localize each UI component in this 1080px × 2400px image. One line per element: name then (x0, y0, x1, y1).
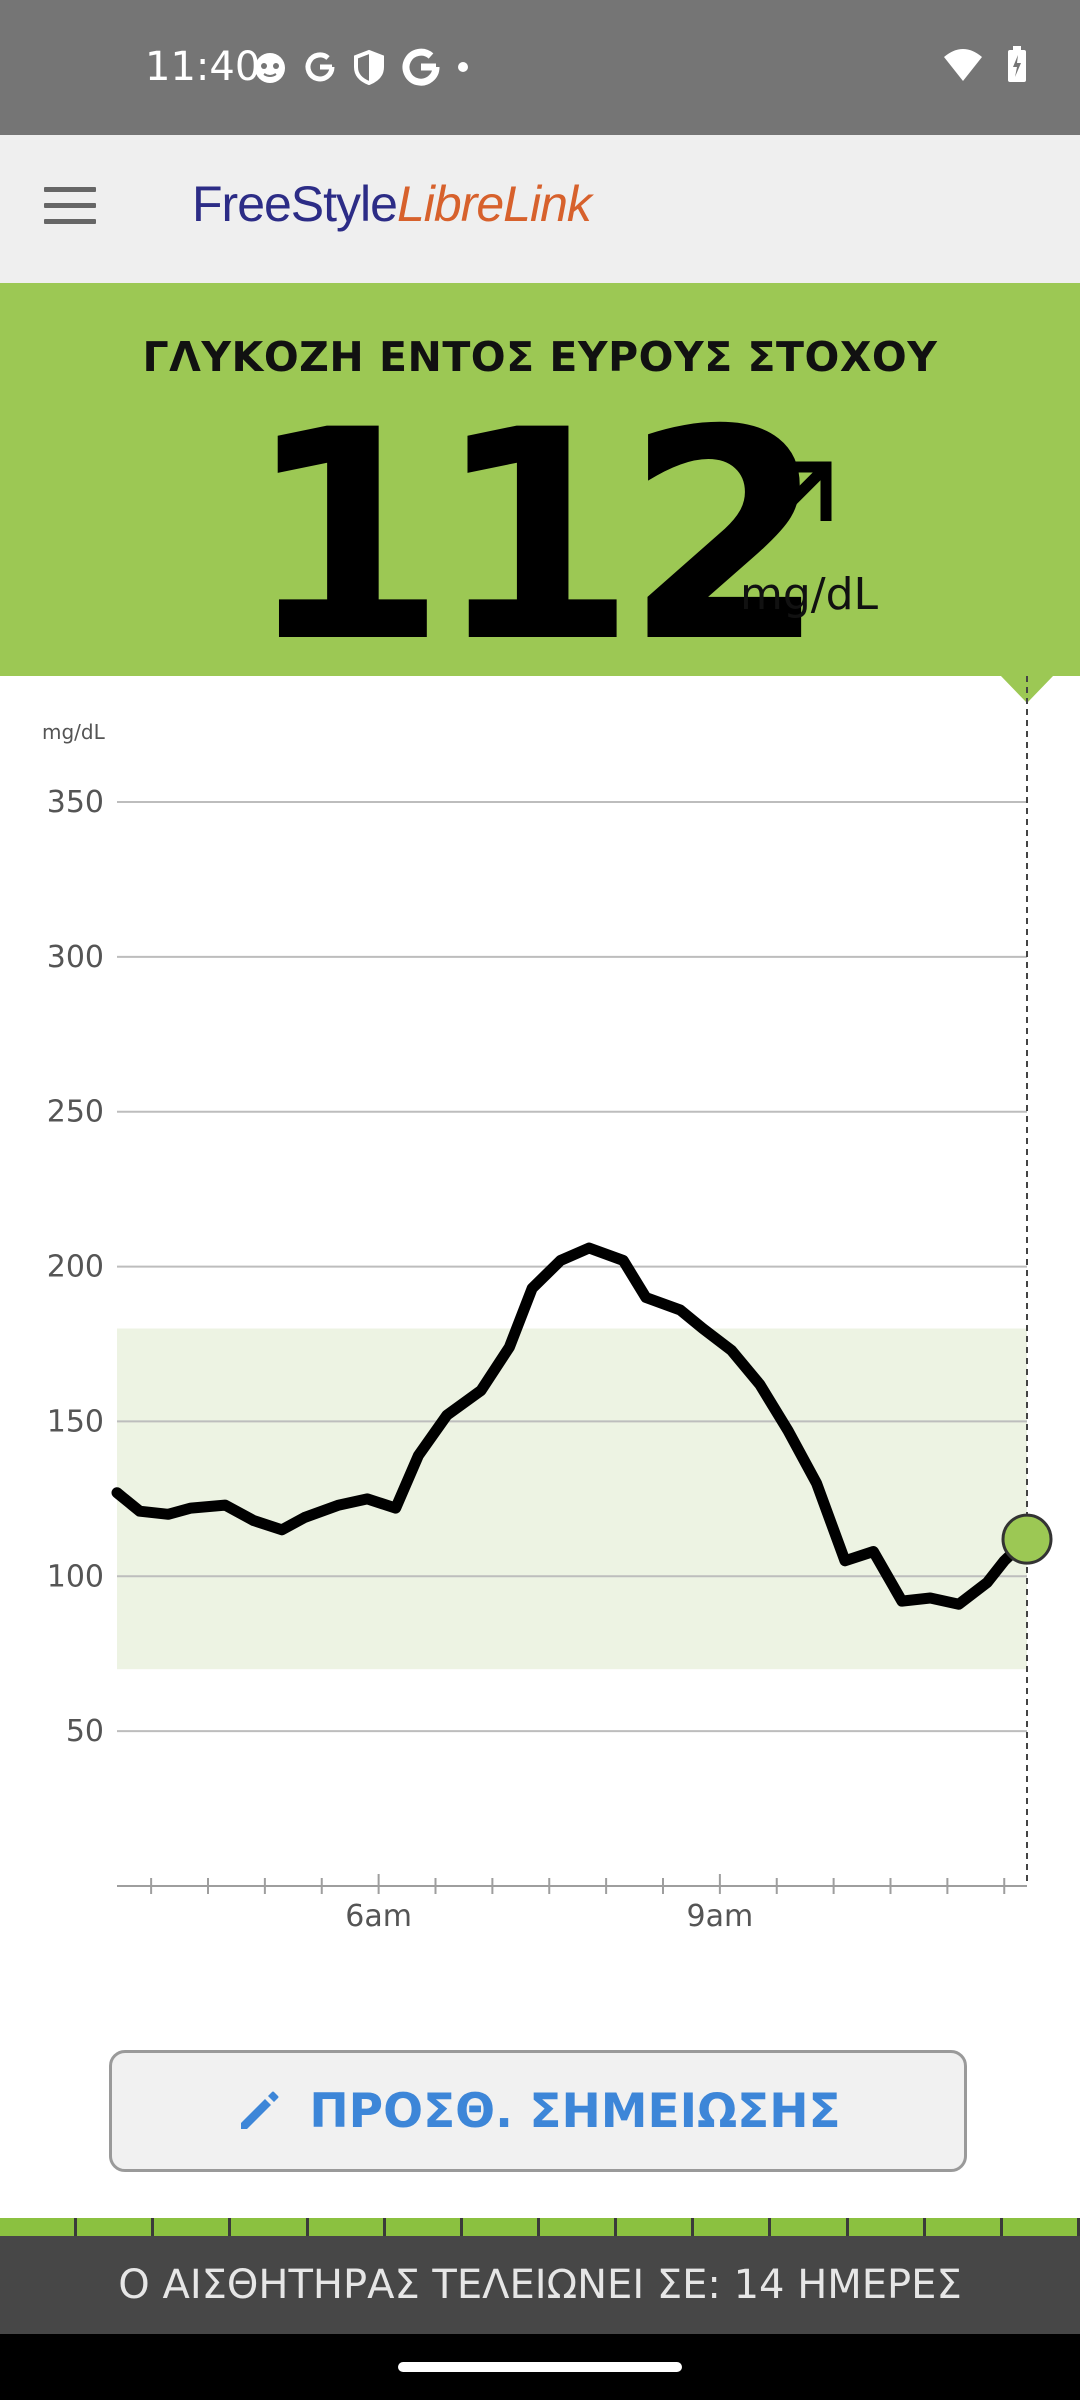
sensor-expiry-banner: Ο ΑΙΣΘΗΤΗΡΑΣ ΤΕΛΕΙΩΝΕΙ ΣΕ: 14 ΗΜΕΡΕΣ (0, 2236, 1080, 2334)
logo-librelink: LibreLink (396, 176, 592, 232)
status-time: 11:40 (145, 44, 261, 90)
y-tick-label: 300 (47, 940, 104, 975)
dot-icon (458, 62, 468, 72)
glucose-value: 112 (245, 369, 826, 706)
sensor-day-segment (0, 2218, 78, 2236)
sensor-life-bar (0, 2218, 1080, 2236)
target-range-band (117, 1328, 1027, 1670)
add-note-button[interactable]: ΠΡΟΣΘ. ΣΗΜΕΙΩΣΗΣ (109, 2050, 967, 2172)
battery-charging-icon (1008, 46, 1026, 82)
notification-icons (252, 46, 470, 88)
shield-icon (354, 49, 384, 85)
pencil-icon (241, 2091, 279, 2129)
sensor-day-segment (539, 2218, 618, 2236)
glucose-chart[interactable]: 50 100 150 200 250 300 350 6am 9am mg/dL (0, 676, 1080, 1996)
glucose-status-title: ΓΛΥΚΟΖΗ ΕΝΤΟΣ ΕΥΡΟΥΣ ΣΤΟΧΟΥ (142, 333, 938, 381)
google-g-icon (305, 52, 335, 82)
y-tick-label: 50 (66, 1714, 104, 1749)
y-tick-label: 250 (47, 1095, 104, 1130)
google-g-bold-icon (402, 48, 440, 86)
y-tick-label: 200 (47, 1250, 104, 1285)
app-logo: FreeStyleLibreLink (192, 175, 592, 233)
status-bar: 11:40 (0, 0, 1080, 135)
sensor-day-segment (462, 2218, 540, 2236)
sensor-day-segment (925, 2218, 1003, 2236)
glucose-banner: ΓΛΥΚΟΖΗ ΕΝΤΟΣ ΕΥΡΟΥΣ ΣΤΟΧΟΥ 112 mg/dL (0, 283, 1080, 683)
x-tick-label: 9am (687, 1899, 754, 1934)
add-note-label: ΠΡΟΣΘ. ΣΗΜΕΙΩΣΗΣ (309, 2083, 841, 2139)
sensor-day-segment (231, 2218, 309, 2236)
sensor-day-segment (385, 2218, 463, 2236)
sensor-day-segment (771, 2218, 849, 2236)
chart-y-unit-label: mg/dL (42, 720, 106, 744)
arrow-up-right-icon (748, 461, 832, 545)
cat-face-icon (255, 53, 285, 83)
sensor-expiry-text: Ο ΑΙΣΘΗΤΗΡΑΣ ΤΕΛΕΙΩΝΕΙ ΣΕ: 14 ΗΜΕΡΕΣ (118, 2262, 962, 2308)
hamburger-menu-icon[interactable] (44, 187, 96, 227)
system-icons (942, 46, 1028, 84)
glucose-unit: mg/dL (740, 569, 879, 620)
y-tick-label: 350 (47, 785, 104, 820)
sensor-day-segment (308, 2218, 386, 2236)
y-tick-label: 150 (47, 1404, 104, 1439)
system-nav-bar (0, 2334, 1080, 2400)
current-reading-point (1001, 1513, 1053, 1565)
sensor-day-segment (77, 2218, 155, 2236)
y-tick-label: 100 (47, 1559, 104, 1594)
sensor-day-segment (1002, 2218, 1080, 2236)
home-gesture-handle[interactable] (398, 2362, 682, 2372)
logo-freestyle: FreeStyle (192, 176, 398, 232)
glucose-line (111, 1242, 1033, 1610)
wifi-icon (944, 49, 982, 81)
sensor-day-segment (154, 2218, 232, 2236)
sensor-day-segment (848, 2218, 926, 2236)
sensor-day-segment (694, 2218, 772, 2236)
x-tick-label: 6am (345, 1899, 412, 1934)
sensor-day-segment (617, 2218, 695, 2236)
app-bar: FreeStyleLibreLink (0, 135, 1080, 283)
